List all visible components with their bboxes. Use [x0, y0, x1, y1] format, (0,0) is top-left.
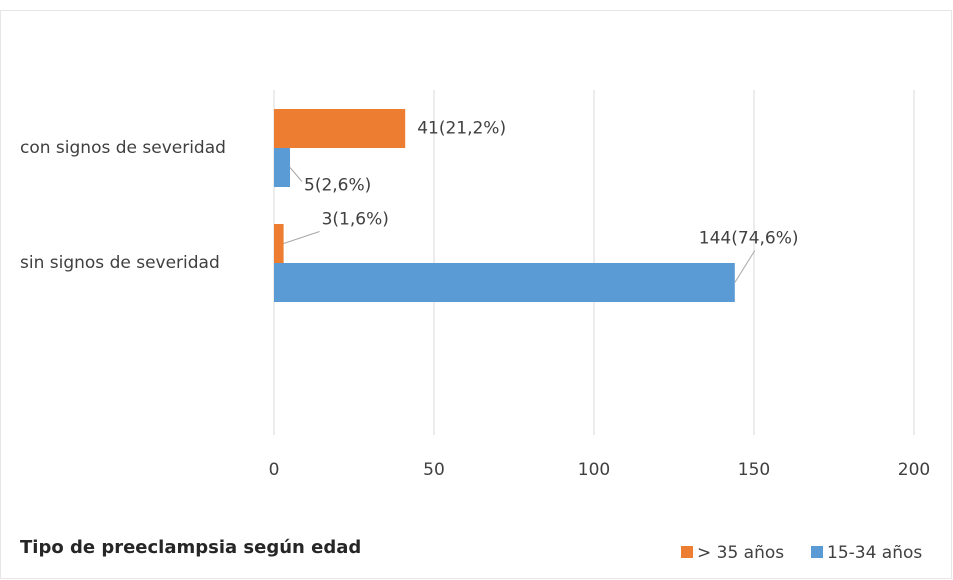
bar [274, 263, 735, 302]
y-tick-label: sin signos de severidad [20, 253, 220, 273]
x-tick-label: 50 [423, 460, 445, 480]
leader-line [289, 167, 303, 182]
bar [274, 224, 284, 263]
legend-swatch [681, 546, 693, 558]
x-tick-label: 0 [269, 460, 280, 480]
legend-label: 15-34 años [827, 543, 922, 563]
data-label: 5(2,6%) [304, 176, 371, 196]
x-tick-label: 200 [898, 460, 930, 480]
bar [274, 148, 290, 187]
legend-swatch [811, 546, 823, 558]
x-tick-label: 150 [738, 460, 770, 480]
chart-title: Tipo de preeclampsia según edad [20, 537, 361, 558]
x-tick-label: 100 [578, 460, 610, 480]
legend-label: > 35 años [697, 543, 784, 563]
leader-line [734, 250, 756, 283]
data-label: 41(21,2%) [417, 119, 506, 139]
leader-line [283, 231, 320, 244]
data-label: 3(1,6%) [322, 210, 389, 230]
bar [274, 109, 406, 148]
data-label: 144(74,6%) [699, 229, 799, 249]
y-tick-label: con signos de severidad [20, 138, 226, 158]
